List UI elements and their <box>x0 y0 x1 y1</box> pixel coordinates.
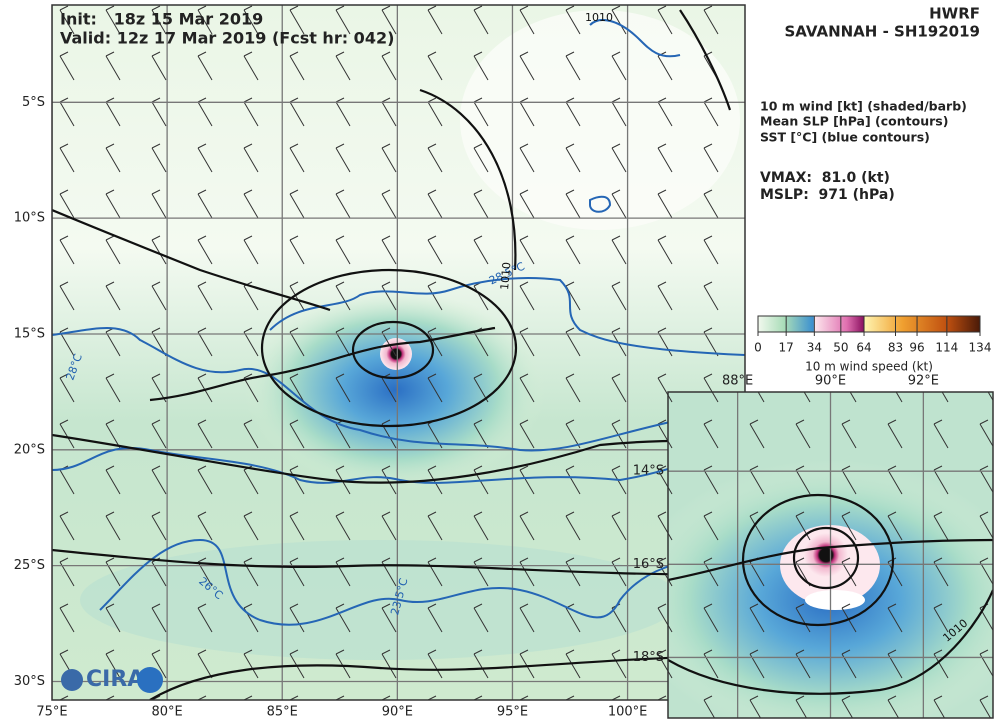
valid-label: Valid: 12z 17 Mar 2019 (Fcst hr: 042) <box>60 29 394 48</box>
lat-label: 18°S <box>633 650 664 665</box>
lat-label: 10°S <box>14 211 45 226</box>
inset-map: 1010 <box>667 391 994 719</box>
lon-label: 85°E <box>267 705 298 720</box>
map-frame <box>51 4 746 701</box>
lat-label: 14°S <box>633 464 664 479</box>
main-map: 1010 28.5°C 28°C 26°C 23.5°C 1010 CIRA I… <box>51 4 746 701</box>
lat-label: 30°S <box>14 674 45 689</box>
colorbar-tick-label: 64 <box>856 341 871 355</box>
slp-contours <box>52 9 745 700</box>
lat-label: 25°S <box>14 558 45 573</box>
lon-label: 75°E <box>36 705 67 720</box>
vmax: VMAX: 81.0 (kt) <box>760 170 890 186</box>
init-label: Init: 18z 15 Mar 2019 <box>60 10 263 29</box>
colorbar-label: 10 m wind speed (kt) <box>805 360 933 374</box>
field-label: SST [°C] (blue contours) <box>760 130 930 145</box>
lon-label: 95°E <box>497 705 528 720</box>
mslp: MSLP: 971 (hPa) <box>760 187 895 203</box>
colorbar-tick-label: 17 <box>779 341 794 355</box>
storm-name: SAVANNAH - SH192019 <box>784 23 980 41</box>
contour-label: 1010 <box>498 261 513 290</box>
logo-text: CIRA <box>86 667 144 692</box>
colorbar-tick-label: 50 <box>833 341 848 355</box>
inset-frame <box>667 391 994 719</box>
field-label: 10 m wind [kt] (shaded/barb) <box>760 99 967 114</box>
lat-label: 16°S <box>633 557 664 572</box>
lon-label: 88°E <box>722 374 753 389</box>
sst-contours <box>52 19 745 626</box>
colorbar-tick-label: 134 <box>969 341 992 355</box>
model-name: HWRF <box>929 5 980 23</box>
lon-label: 90°E <box>815 374 846 389</box>
lat-label: 5°S <box>22 95 45 110</box>
lon-label: 92°E <box>908 374 939 389</box>
side-panel: HWRF SAVANNAH - SH192019 10 m wind [kt] … <box>754 5 991 374</box>
colorbar-tick-label: 34 <box>807 341 822 355</box>
lat-label: 15°S <box>14 326 45 341</box>
field-label: Mean SLP [hPa] (contours) <box>760 114 948 129</box>
lon-label: 100°E <box>608 705 648 720</box>
lon-label: 80°E <box>151 705 182 720</box>
colorbar-tick-label: 0 <box>754 341 762 355</box>
colorbar-tick-label: 114 <box>935 341 958 355</box>
lon-label: 90°E <box>382 705 413 720</box>
contour-label: 1010 <box>585 11 613 24</box>
colorbar-tick-label: 83 <box>888 341 903 355</box>
colorbar-tick-label: 96 <box>909 341 924 355</box>
logo: CIRA <box>61 667 163 693</box>
lat-label: 20°S <box>14 442 45 457</box>
